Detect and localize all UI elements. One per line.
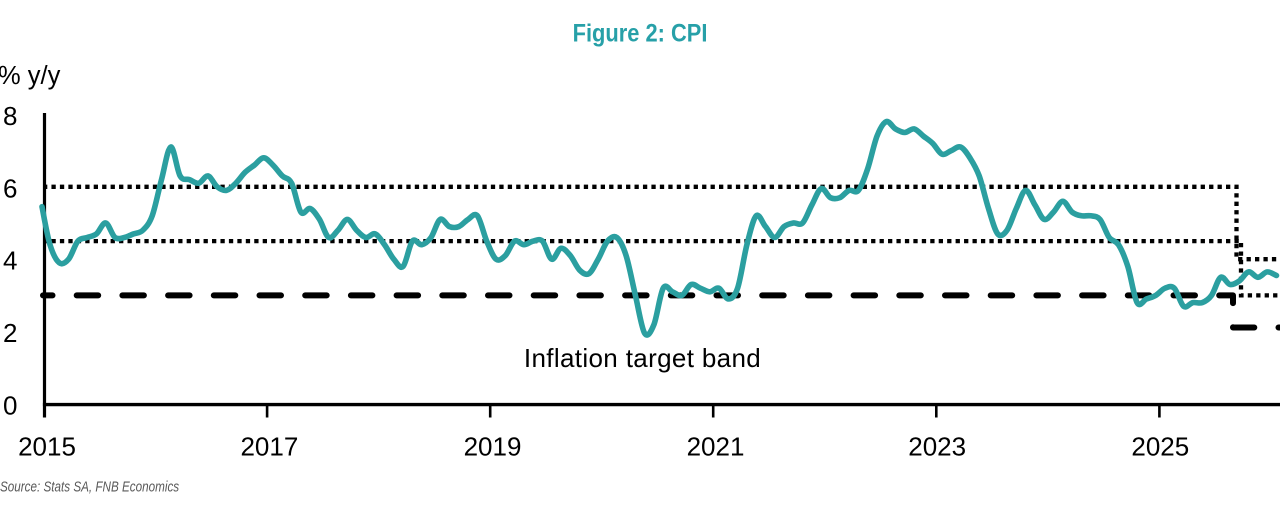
- svg-text:6: 6: [3, 173, 17, 203]
- svg-text:2021: 2021: [687, 431, 745, 461]
- svg-text:2: 2: [3, 318, 17, 348]
- svg-text:2015: 2015: [18, 431, 76, 461]
- svg-text:2023: 2023: [908, 431, 966, 461]
- svg-text:Source: Stats SA, FNB Economic: Source: Stats SA, FNB Economics: [0, 478, 179, 495]
- svg-text:Figure 2: CPI: Figure 2: CPI: [573, 19, 708, 47]
- svg-text:2025: 2025: [1131, 431, 1189, 461]
- svg-text:% y/y: % y/y: [0, 62, 61, 90]
- svg-text:8: 8: [3, 101, 17, 131]
- svg-text:0: 0: [3, 391, 17, 421]
- svg-text:Inflation target band: Inflation target band: [524, 343, 761, 373]
- svg-text:2017: 2017: [240, 431, 298, 461]
- svg-text:4: 4: [3, 246, 17, 276]
- svg-text:2019: 2019: [464, 431, 522, 461]
